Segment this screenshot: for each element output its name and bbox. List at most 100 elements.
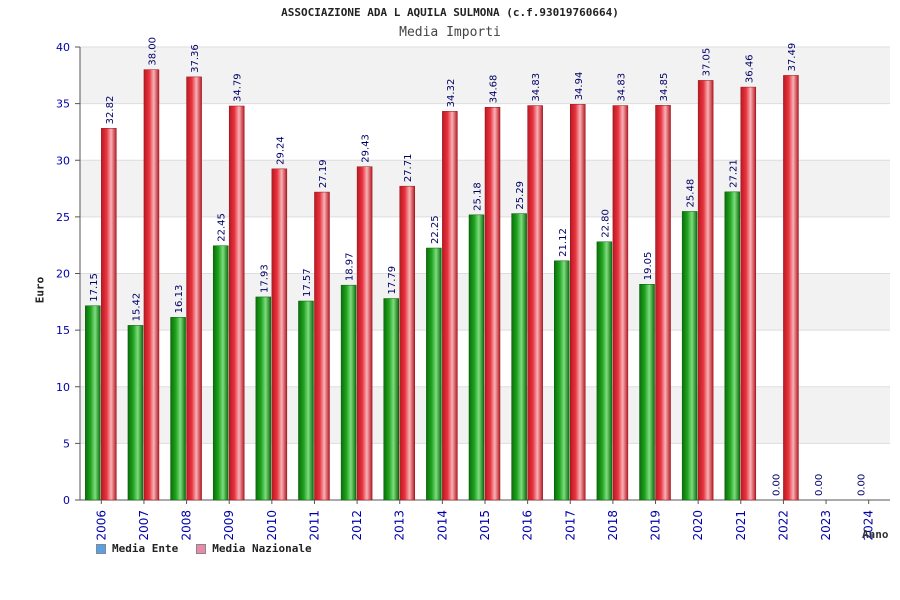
bar-media-nazionale <box>484 106 501 501</box>
y-tick-label: 40 <box>56 41 70 54</box>
value-label: 29.24 <box>275 136 286 165</box>
bar-media-ente <box>554 260 570 501</box>
bar-media-nazionale <box>314 191 330 501</box>
x-tick-label: 2006 <box>94 510 108 541</box>
bar-media-nazionale <box>356 166 373 501</box>
bar-media-ente <box>426 247 442 501</box>
bar-media-nazionale <box>612 105 629 501</box>
bar-media-ente <box>468 214 485 501</box>
value-label: 16.13 <box>174 285 185 314</box>
chart-title: ASSOCIAZIONE ADA L AQUILA SULMONA (c.f.9… <box>281 6 619 19</box>
y-tick-label: 10 <box>56 381 70 394</box>
bar-media-nazionale <box>143 69 160 501</box>
value-label: 27.21 <box>728 159 739 188</box>
y-tick-label: 35 <box>56 98 70 111</box>
value-label: 17.93 <box>259 264 270 293</box>
legend-label-ente: Media Ente <box>112 542 179 555</box>
value-label: 38.00 <box>147 37 158 66</box>
value-label: 34.83 <box>531 73 542 102</box>
bar-media-ente <box>340 284 357 501</box>
value-label: 25.48 <box>686 179 697 208</box>
value-label: 37.05 <box>702 48 713 77</box>
x-tick-label: 2012 <box>350 510 364 541</box>
x-tick-label: 2009 <box>222 510 236 541</box>
bar-media-ente <box>596 241 613 501</box>
legend-swatch-nazionale <box>196 543 207 554</box>
zero-value-label: 0.00 <box>771 474 782 496</box>
value-label: 27.19 <box>318 159 329 188</box>
value-label: 19.05 <box>643 252 654 281</box>
value-label: 22.25 <box>430 215 441 244</box>
zero-value-label: 0.00 <box>814 474 825 496</box>
y-tick-label: 15 <box>56 324 70 337</box>
bar-media-ente <box>511 213 527 501</box>
value-label: 17.79 <box>387 266 398 295</box>
bar-media-nazionale <box>186 76 202 501</box>
value-label: 34.79 <box>233 73 244 102</box>
y-tick-label: 30 <box>56 154 70 167</box>
bar-media-ente <box>639 284 655 501</box>
bar-media-ente <box>724 191 741 501</box>
value-label: 34.83 <box>616 73 627 102</box>
x-tick-label: 2024 <box>862 510 876 541</box>
value-label: 37.36 <box>190 44 201 73</box>
x-tick-label: 2015 <box>478 510 492 541</box>
value-label: 17.57 <box>302 268 313 297</box>
bar-media-ente <box>255 296 272 501</box>
value-label: 21.12 <box>558 228 569 257</box>
x-tick-label: 2008 <box>180 510 194 541</box>
value-label: 32.82 <box>105 96 116 125</box>
value-label: 25.18 <box>473 182 484 211</box>
x-tick-label: 2020 <box>691 510 705 541</box>
value-label: 34.68 <box>489 75 500 104</box>
value-label: 34.94 <box>574 72 585 101</box>
x-tick-label: 2010 <box>265 510 279 541</box>
value-label: 29.43 <box>361 134 372 163</box>
x-tick-label: 2016 <box>521 510 535 541</box>
bar-media-nazionale <box>527 105 543 501</box>
bar-media-nazionale <box>655 105 671 501</box>
value-label: 15.42 <box>131 293 142 322</box>
value-label: 37.49 <box>787 43 798 72</box>
value-label: 36.46 <box>744 54 755 83</box>
x-tick-label: 2021 <box>734 510 748 541</box>
bar-media-nazionale <box>740 86 757 501</box>
value-label: 34.85 <box>659 73 670 102</box>
bar-media-nazionale <box>399 185 415 501</box>
x-axis-label: Anno <box>862 528 889 541</box>
x-tick-label: 2013 <box>393 510 407 541</box>
y-tick-label: 20 <box>56 268 70 281</box>
value-label: 22.45 <box>217 213 228 242</box>
bar-media-nazionale <box>783 75 799 501</box>
chart-subtitle: Media Importi <box>399 25 501 40</box>
bar-media-nazionale <box>271 168 288 501</box>
bar-media-nazionale <box>697 80 714 501</box>
x-tick-label: 2011 <box>307 510 321 541</box>
x-tick-label: 2017 <box>563 510 577 541</box>
value-label: 18.97 <box>345 253 356 282</box>
y-tick-label: 0 <box>63 494 70 507</box>
value-label: 25.29 <box>515 181 526 210</box>
bar-media-nazionale <box>442 111 458 501</box>
bar-media-ente <box>127 325 144 501</box>
x-tick-label: 2007 <box>137 510 151 541</box>
zero-value-label: 0.00 <box>857 474 868 496</box>
x-tick-label: 2018 <box>606 510 620 541</box>
bar-media-ente <box>681 211 698 501</box>
bar-media-nazionale <box>101 128 117 501</box>
value-label: 34.32 <box>446 79 457 108</box>
value-label: 27.71 <box>403 154 414 183</box>
bar-media-ente <box>383 298 399 501</box>
bar-media-nazionale <box>570 104 586 501</box>
bar-media-ente <box>212 245 229 501</box>
value-label: 22.80 <box>600 209 611 238</box>
legend-swatch-ente <box>96 543 106 554</box>
y-tick-label: 25 <box>56 211 70 224</box>
value-label: 17.15 <box>89 273 100 302</box>
x-tick-label: 2019 <box>649 510 663 541</box>
bar-media-nazionale <box>228 105 245 501</box>
bar-media-ente <box>85 305 101 501</box>
y-axis-label: Euro <box>33 276 47 304</box>
x-tick-label: 2014 <box>435 510 449 541</box>
